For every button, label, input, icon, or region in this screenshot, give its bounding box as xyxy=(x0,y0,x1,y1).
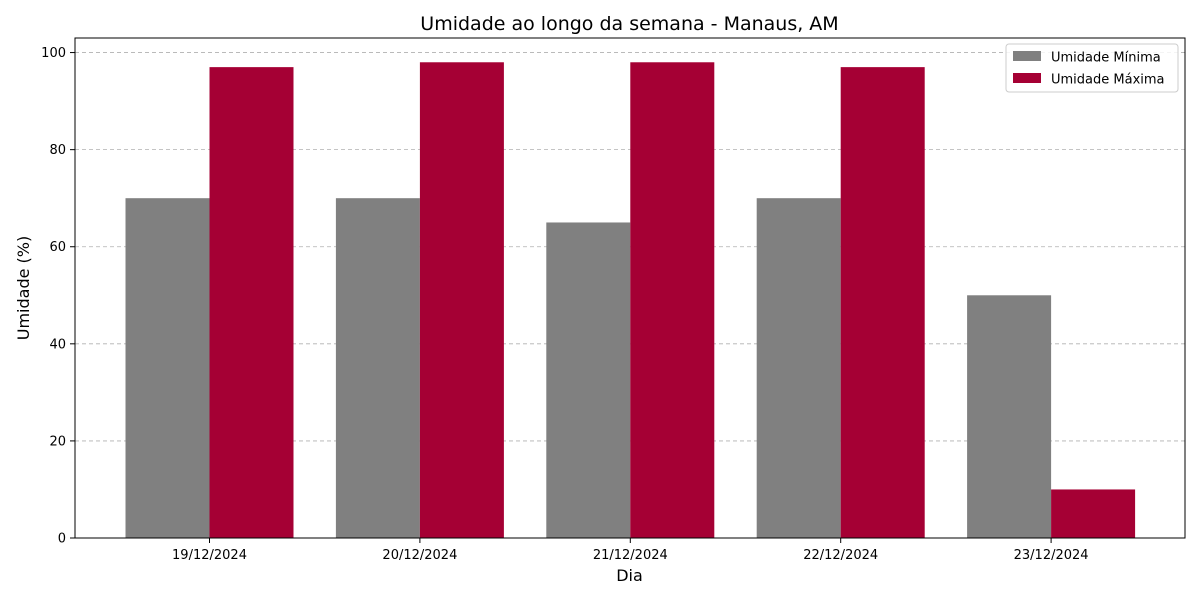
chart-title: Umidade ao longo da semana - Manaus, AM xyxy=(420,13,838,35)
bars xyxy=(125,62,1136,539)
x-axis-label: Dia xyxy=(616,566,643,585)
bar-max-20-12-2024 xyxy=(419,62,504,538)
bar-max-19-12-2024 xyxy=(209,67,294,538)
legend-swatch-min xyxy=(1013,51,1041,61)
y-tick-label: 80 xyxy=(49,143,66,158)
bar-max-21-12-2024 xyxy=(630,62,715,538)
x-tick-label: 22/12/2024 xyxy=(803,548,878,563)
x-axis-ticks: 19/12/2024 20/12/2024 21/12/2024 22/12/2024… xyxy=(172,538,1089,563)
legend-label-max: Umidade Máxima xyxy=(1051,73,1165,88)
bar-min-21-12-2024 xyxy=(546,222,631,539)
x-tick-label: 21/12/2024 xyxy=(593,548,668,563)
bar-min-20-12-2024 xyxy=(335,198,420,539)
y-tick-label: 60 xyxy=(49,240,66,255)
bar-min-22-12-2024 xyxy=(756,198,841,539)
legend-label-min: Umidade Mínima xyxy=(1051,51,1161,66)
x-tick-label: 19/12/2024 xyxy=(172,548,247,563)
legend-box xyxy=(1005,43,1179,93)
legend-swatch-max xyxy=(1013,73,1041,83)
bar-min-23-12-2024 xyxy=(967,295,1052,538)
x-tick-label: 20/12/2024 xyxy=(382,548,457,563)
y-tick-label: 40 xyxy=(49,337,66,352)
bar-max-23-12-2024 xyxy=(1051,489,1136,538)
y-tick-label: 100 xyxy=(41,46,66,61)
y-tick-label: 20 xyxy=(49,434,66,449)
y-axis-label: Umidade (%) xyxy=(14,236,33,340)
legend: Umidade Mínima Umidade Máxima xyxy=(1005,43,1179,93)
y-axis-ticks: 0 20 40 60 80 100 xyxy=(41,46,75,547)
x-tick-label: 23/12/2024 xyxy=(1014,548,1089,563)
bar-max-22-12-2024 xyxy=(840,67,925,538)
bar-min-19-12-2024 xyxy=(125,198,210,539)
y-tick-label: 0 xyxy=(58,532,66,547)
